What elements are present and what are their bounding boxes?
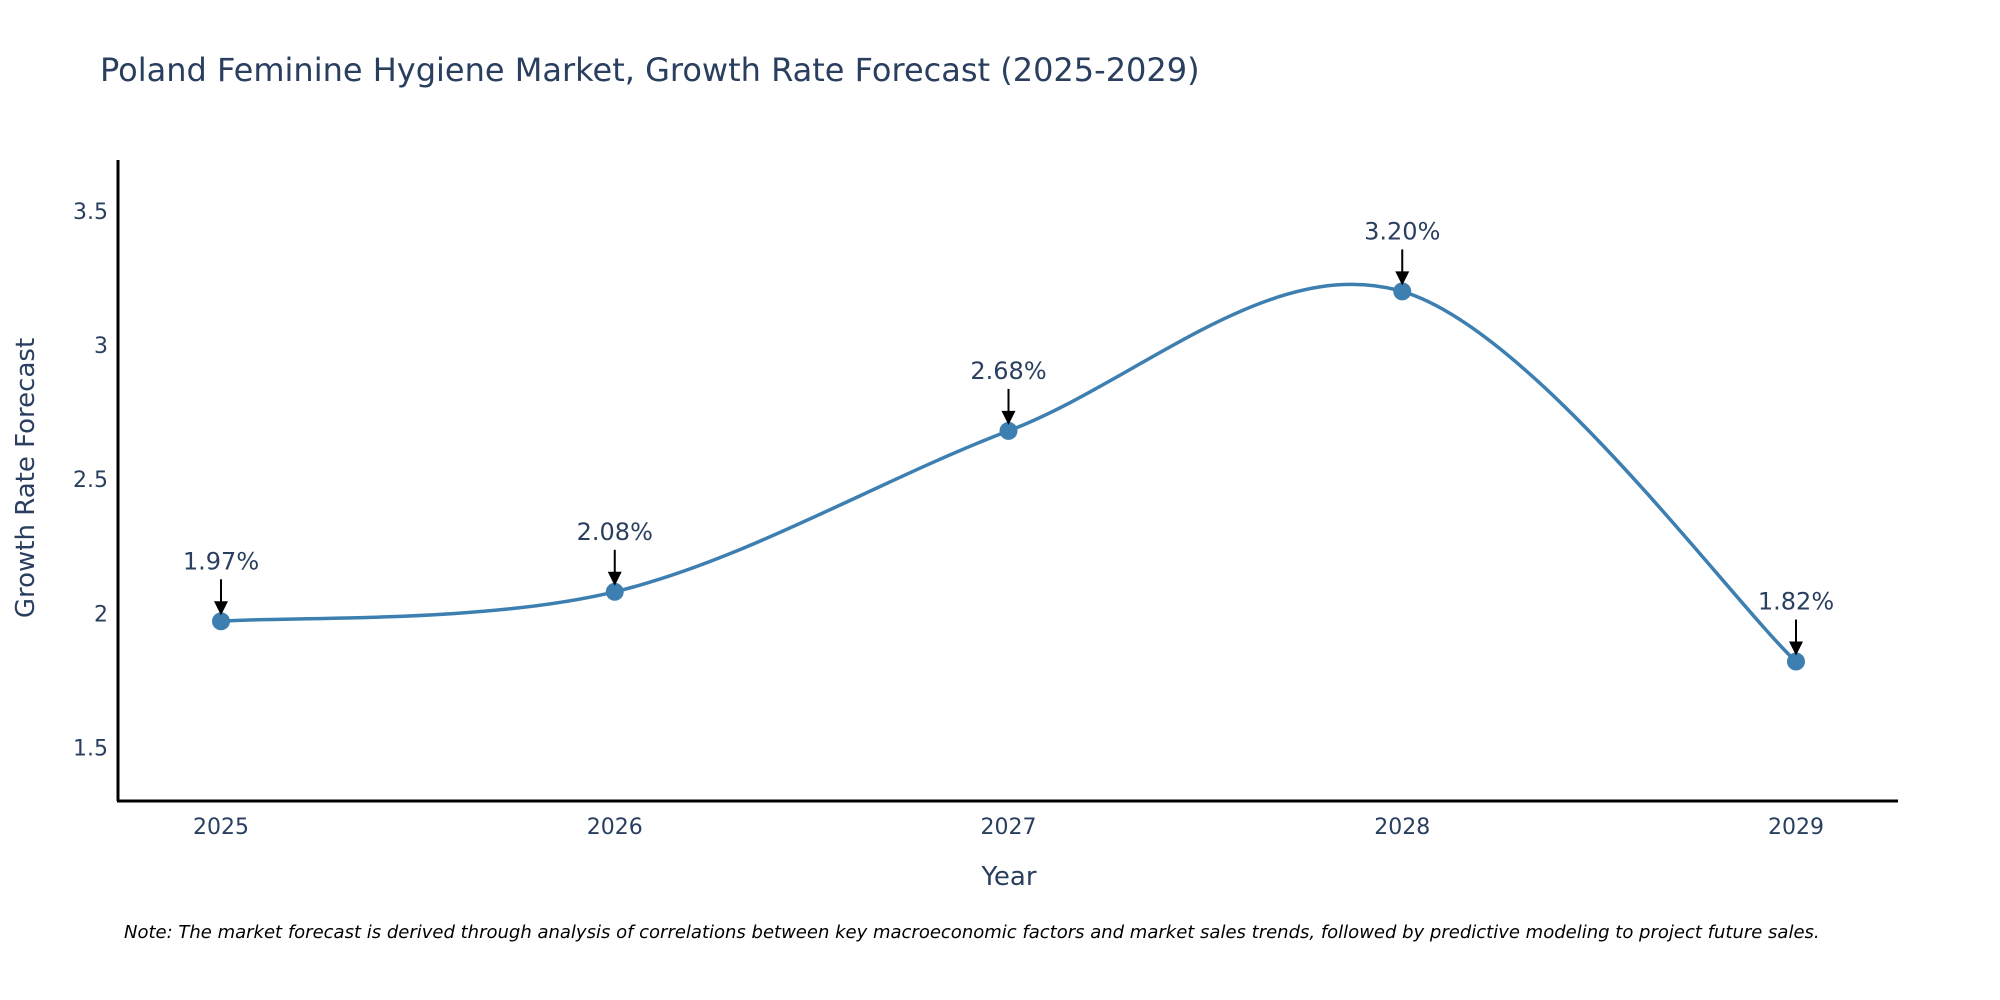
- data-label-2029: 1.82%: [1758, 588, 1834, 616]
- y-axis: 1.5 2 2.5 3 3.5: [73, 160, 120, 801]
- y-tick-labels: 1.5 2 2.5 3 3.5: [73, 200, 108, 761]
- x-tick-label: 2025: [193, 815, 249, 840]
- x-tick-labels: 2025 2026 2027 2028 2029: [193, 815, 1824, 840]
- y-axis-title: Growth Rate Forecast: [11, 338, 41, 618]
- chart-title: Poland Feminine Hygiene Market, Growth R…: [100, 51, 1200, 89]
- y-tick-label: 2: [94, 602, 108, 627]
- data-point-2025: [212, 612, 230, 631]
- data-label-2027: 2.68%: [970, 357, 1046, 385]
- annotation-arrowhead: [214, 601, 228, 616]
- data-label-2025: 1.97%: [183, 547, 259, 575]
- footnote: Note: The market forecast is derived thr…: [124, 922, 1820, 943]
- annotation-arrowhead: [1001, 410, 1016, 425]
- data-point-2027: [999, 421, 1018, 440]
- x-tick-label: 2028: [1374, 815, 1430, 840]
- x-axis: 2025 2026 2027 2028 2029: [117, 799, 1898, 840]
- y-tick-label: 2.5: [73, 468, 108, 493]
- data-point-2028: [1393, 282, 1412, 301]
- data-label-2028: 3.20%: [1364, 217, 1440, 245]
- y-tick-label: 3: [94, 334, 108, 359]
- data-label-annotations: 1.97% 2.08% 2.68% 3.20% 1.82%: [183, 217, 1834, 656]
- series-line: [219, 282, 1798, 664]
- x-axis-title: Year: [980, 862, 1036, 892]
- series-growth-rate: [212, 282, 1805, 671]
- data-point-2029: [1787, 652, 1805, 671]
- x-tick-label: 2026: [587, 815, 643, 840]
- x-tick-label: 2027: [981, 815, 1037, 840]
- y-tick-label: 1.5: [73, 736, 108, 761]
- y-tick-label: 3.5: [73, 200, 108, 225]
- annotation-arrowhead: [607, 571, 622, 586]
- annotation-arrowhead: [1395, 271, 1410, 286]
- annotation-arrowhead: [1789, 641, 1803, 656]
- x-tick-label: 2029: [1768, 815, 1824, 840]
- data-label-2026: 2.08%: [577, 518, 653, 546]
- data-point-2026: [605, 582, 624, 601]
